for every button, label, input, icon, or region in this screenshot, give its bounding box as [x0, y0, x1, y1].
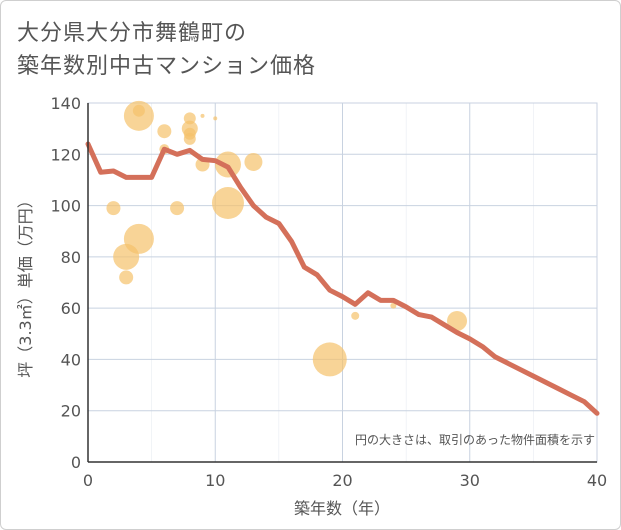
bubble-19 — [312, 342, 347, 377]
bubble-6 — [157, 124, 172, 139]
y-tick-label-7: 140 — [50, 94, 81, 113]
bubbles — [106, 100, 468, 377]
y-axis-title: 坪（3.3㎡）単価（万円） — [16, 192, 35, 377]
bubble-15 — [213, 116, 218, 121]
bubble-17 — [211, 187, 244, 220]
axes — [87, 103, 597, 463]
bubble-5 — [123, 223, 154, 254]
x-tick-label-4: 40 — [587, 471, 607, 490]
y-tick-label-1: 20 — [61, 402, 81, 421]
y-tick-label-2: 40 — [61, 350, 81, 369]
title-line-2: 築年数別中古マンション価格 — [17, 54, 317, 79]
x-axis-title: 築年数（年） — [294, 499, 390, 518]
x-tick-label-2: 20 — [332, 471, 352, 490]
x-tick-label-0: 0 — [83, 471, 93, 490]
y-tick-label-3: 60 — [61, 299, 81, 318]
bubble-8 — [170, 201, 185, 216]
bubble-4 — [132, 104, 145, 117]
x-tick-label-1: 10 — [205, 471, 225, 490]
bubble-18 — [244, 152, 263, 171]
y-tick-label-0: 0 — [71, 453, 81, 472]
chart-title: 大分県大分市舞鶴町の 築年数別中古マンション価格 — [17, 17, 316, 83]
bubble-22 — [447, 310, 468, 331]
bubble-13 — [200, 113, 205, 118]
x-tick-label-3: 30 — [460, 471, 480, 490]
size-legend-note: 円の大きさは、取引のあった物件面積を示す — [355, 432, 595, 447]
y-tick-label-5: 100 — [50, 197, 81, 216]
grid — [87, 102, 598, 463]
y-tick-label-6: 120 — [50, 145, 81, 164]
bubble-12 — [183, 132, 196, 145]
bubble-2 — [119, 270, 134, 285]
trend-line — [85, 141, 600, 416]
bubble-21 — [390, 302, 397, 309]
bubble-20 — [351, 311, 360, 320]
bubble-0 — [106, 201, 121, 216]
title-line-1: 大分県大分市舞鶴町の — [17, 21, 248, 46]
y-tick-label-4: 80 — [61, 248, 81, 267]
tick-labels: 0 20 40 60 80 100 120 140 0 10 20 30 40 — [50, 94, 607, 490]
